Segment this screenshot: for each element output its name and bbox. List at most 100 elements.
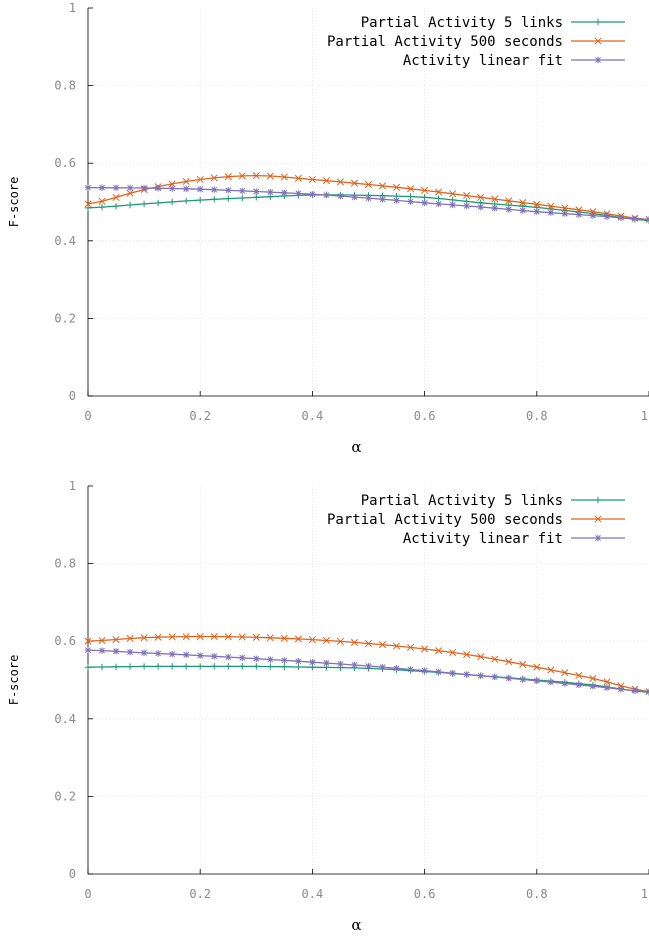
data-point xyxy=(112,193,120,201)
data-point xyxy=(617,214,625,221)
data-point xyxy=(407,185,415,193)
x-tick-label: 1 xyxy=(641,887,648,901)
data-point xyxy=(168,663,176,670)
data-point xyxy=(126,184,134,192)
legend-label: Partial Activity 5 links xyxy=(361,15,563,31)
data-point xyxy=(631,215,639,222)
y-tick-label: 0.2 xyxy=(54,789,76,803)
data-point xyxy=(603,678,611,686)
data-point xyxy=(337,192,344,200)
legend-marker xyxy=(594,515,602,523)
x-tick-label: 0.6 xyxy=(414,409,436,423)
data-point xyxy=(449,648,457,657)
y-tick-label: 0.2 xyxy=(54,311,76,325)
x-tick-label: 0.8 xyxy=(526,409,548,423)
data-point xyxy=(449,201,456,209)
data-point xyxy=(84,663,92,671)
y-tick-label: 1 xyxy=(69,1,76,15)
data-point xyxy=(533,208,540,215)
data-point xyxy=(252,633,260,641)
data-point xyxy=(645,217,649,224)
data-point xyxy=(224,633,232,641)
legend-marker xyxy=(594,18,602,26)
data-point xyxy=(589,683,597,690)
data-point xyxy=(435,668,442,676)
data-point xyxy=(267,656,274,663)
data-point xyxy=(224,173,232,181)
data-point xyxy=(364,639,373,648)
data-point xyxy=(267,188,274,196)
chart-panel-1: 0 0.2 0.4 0.6 0.8 1 0 0.2 0.4 0.6 0.8 1 F-score α Part… xyxy=(7,1,649,456)
chart-panel-2: 0 0.2 0.4 0.6 0.8 1 0 0.2 0.4 0.6 0.8 1 F-score α Part… xyxy=(7,479,649,934)
legend-label: Activity linear fit xyxy=(403,53,563,69)
data-point xyxy=(98,663,106,671)
x-tick-label: 0.4 xyxy=(302,887,324,901)
data-point xyxy=(295,663,302,671)
data-point xyxy=(323,659,330,667)
data-point xyxy=(561,669,569,677)
data-point xyxy=(84,637,92,645)
data-point xyxy=(350,179,359,187)
y-tick-label: 0.6 xyxy=(54,634,76,648)
data-point xyxy=(463,192,471,200)
data-point xyxy=(266,172,274,180)
data-point xyxy=(477,203,484,211)
data-point xyxy=(239,187,246,195)
data-point xyxy=(435,188,443,196)
data-point xyxy=(491,204,498,212)
data-point xyxy=(364,180,373,189)
data-point xyxy=(126,201,134,209)
data-point xyxy=(140,184,148,192)
data-point xyxy=(547,678,555,686)
data-point xyxy=(252,172,260,180)
legend-label: Activity linear fit xyxy=(403,531,563,547)
data-point xyxy=(336,178,345,186)
legend-marker xyxy=(594,56,602,64)
data-point xyxy=(168,633,176,641)
data-point xyxy=(519,676,526,683)
data-point xyxy=(281,189,288,196)
x-axis-label: α xyxy=(351,916,361,934)
data-point xyxy=(631,687,639,694)
data-point xyxy=(98,197,106,205)
data-point xyxy=(617,682,625,690)
data-point xyxy=(449,669,456,677)
legend-marker xyxy=(594,534,602,542)
y-tick-label: 0.4 xyxy=(54,712,76,726)
y-tick-label: 1 xyxy=(69,479,76,493)
data-point xyxy=(126,648,134,656)
data-point xyxy=(589,674,597,683)
data-point xyxy=(280,634,288,642)
data-point xyxy=(239,194,246,202)
data-point xyxy=(435,647,443,655)
data-point xyxy=(575,211,583,218)
data-point xyxy=(182,185,190,193)
data-point xyxy=(308,175,316,184)
data-point xyxy=(140,200,148,208)
data-point xyxy=(603,213,611,220)
data-point xyxy=(238,172,246,180)
data-point xyxy=(238,633,246,641)
legend-entry-2: Partial Activity 500 seconds xyxy=(327,34,625,50)
data-point xyxy=(210,633,218,641)
data-point xyxy=(140,634,148,642)
data-point xyxy=(421,199,428,206)
data-point xyxy=(84,200,92,208)
data-point xyxy=(196,632,204,641)
legend-marker xyxy=(594,37,602,45)
data-point xyxy=(477,193,485,201)
data-point xyxy=(435,195,442,202)
series-3 xyxy=(84,184,649,223)
x-tick-label: 0 xyxy=(84,887,91,901)
data-point xyxy=(239,654,246,662)
data-point xyxy=(267,663,274,670)
data-point xyxy=(225,195,232,202)
data-point xyxy=(112,184,120,191)
data-point xyxy=(84,646,92,654)
data-point xyxy=(533,663,541,671)
data-point xyxy=(126,663,134,670)
data-point xyxy=(196,175,204,184)
data-point xyxy=(253,663,260,670)
data-point xyxy=(449,190,457,198)
data-point xyxy=(351,661,358,669)
